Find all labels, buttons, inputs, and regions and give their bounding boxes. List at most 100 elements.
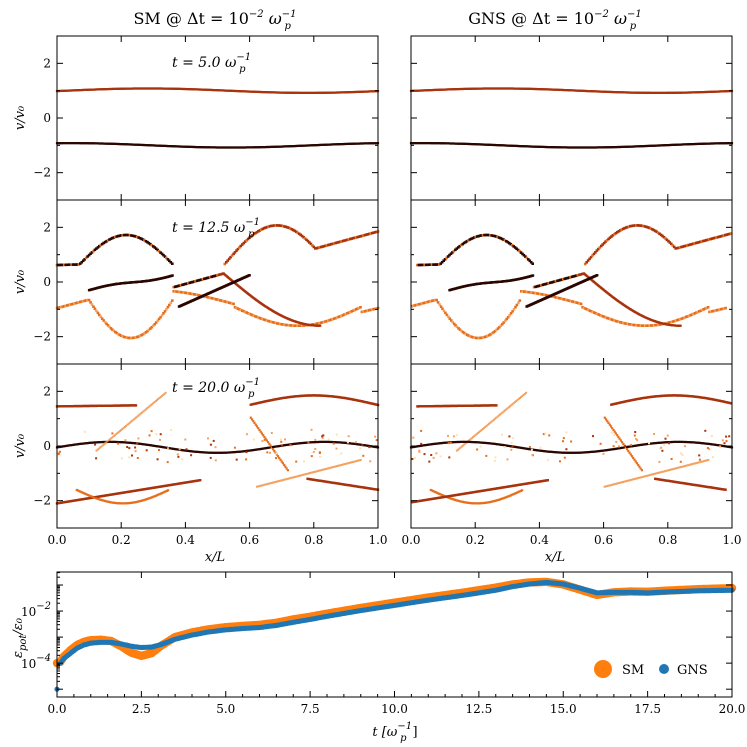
sm-phase-point bbox=[189, 292, 193, 296]
sm-phase-point bbox=[222, 299, 225, 303]
gns-phase-point bbox=[549, 450, 552, 453]
sm-phase-point bbox=[272, 445, 275, 449]
sm-phase-point bbox=[271, 224, 275, 227]
sm-phase-point bbox=[315, 470, 318, 473]
sm-phase-point bbox=[81, 404, 85, 408]
gns-phase-point bbox=[473, 336, 476, 339]
sm-phase-point bbox=[61, 305, 65, 308]
gns-phase-point bbox=[725, 440, 728, 443]
sm-phase-point bbox=[89, 496, 92, 500]
sm-phase-point bbox=[137, 236, 140, 239]
gns-phase-point bbox=[677, 246, 680, 250]
sm-phase-point bbox=[259, 484, 262, 487]
gns-phase-point bbox=[588, 309, 592, 312]
gns-phase-point bbox=[423, 453, 426, 456]
sm-phase-point bbox=[334, 241, 337, 245]
sm-phase-point bbox=[99, 446, 102, 449]
gns-phase-point bbox=[511, 244, 514, 247]
ytick-label: 0 bbox=[43, 111, 51, 125]
gns-phase-point bbox=[528, 259, 532, 263]
sm-phase-point bbox=[169, 483, 172, 487]
sm-phase-point bbox=[76, 263, 79, 266]
gns-phase-point bbox=[716, 399, 719, 402]
sm-phase-point bbox=[295, 475, 298, 478]
sm-phase-point bbox=[335, 241, 339, 244]
gns-phase-point bbox=[608, 448, 611, 451]
gns-phase-point bbox=[455, 434, 458, 437]
sm-phase-point bbox=[252, 420, 255, 423]
gns-phase-point bbox=[626, 322, 630, 326]
sm-phase-point bbox=[155, 494, 159, 497]
sm-phase-point bbox=[160, 314, 164, 317]
gns-phase-point bbox=[512, 445, 515, 448]
gns-phase-point bbox=[661, 449, 664, 452]
gns-phase-point bbox=[502, 410, 505, 413]
gns-phase-point bbox=[467, 440, 471, 443]
sm-phase-point bbox=[286, 477, 289, 480]
gns-phase-point bbox=[441, 307, 444, 311]
gns-phase-point bbox=[517, 446, 520, 449]
sm-phase-point bbox=[268, 482, 271, 485]
sm-phase-point bbox=[375, 307, 378, 310]
sm-xtick-label: 0.4 bbox=[176, 533, 195, 547]
gns-phase-point bbox=[546, 294, 549, 297]
gns-phase-point bbox=[685, 464, 688, 467]
sm-phase-point bbox=[82, 259, 85, 262]
gns-phase-point bbox=[434, 491, 437, 494]
gns-phase-point bbox=[545, 450, 548, 453]
sm-phase-point bbox=[85, 404, 88, 408]
gns-phase-point bbox=[428, 443, 431, 446]
gns-phase-point bbox=[440, 260, 444, 264]
sm-phase-point bbox=[118, 333, 121, 337]
sm-phase-point bbox=[332, 317, 336, 320]
sm-phase-point bbox=[358, 443, 361, 446]
sm-phase-point bbox=[129, 404, 133, 407]
sm-phase-point bbox=[195, 279, 199, 283]
sm-phase-point bbox=[134, 489, 138, 492]
sm-phase-point bbox=[132, 501, 135, 504]
sm-phase-point bbox=[177, 455, 180, 458]
sm-phase-point bbox=[223, 262, 227, 266]
gns-phase-point bbox=[547, 281, 550, 285]
sm-phase-point bbox=[283, 225, 286, 228]
gns-phase-point bbox=[479, 489, 483, 493]
gns-phase-point bbox=[537, 449, 540, 452]
sm-phase-point bbox=[249, 403, 252, 406]
sm-phase-point bbox=[195, 450, 198, 453]
sm-phase-point bbox=[80, 442, 83, 445]
gns-phase-point bbox=[491, 500, 494, 503]
gns-phase-point bbox=[458, 440, 461, 444]
sm-phase-point bbox=[227, 257, 231, 261]
gns-phase-point bbox=[417, 263, 421, 267]
sm-phase-point bbox=[267, 482, 270, 485]
sm-phase-point bbox=[290, 324, 294, 327]
sm-phase-point bbox=[141, 443, 144, 446]
sm-phase-point bbox=[133, 501, 136, 504]
sm-phase-point bbox=[273, 321, 276, 324]
sm-phase-point bbox=[104, 440, 107, 444]
sm-phase-point bbox=[131, 336, 135, 340]
sm-phase-point bbox=[236, 307, 240, 310]
gns-phase-point bbox=[452, 404, 455, 408]
gns-phase-point bbox=[498, 498, 501, 501]
sm-phase-point bbox=[92, 305, 95, 308]
gns-phase-point bbox=[538, 449, 541, 452]
gns-phase-point bbox=[506, 315, 510, 319]
gns-phase-point bbox=[622, 321, 625, 325]
gns-phase-point bbox=[657, 471, 660, 474]
gns-phase-point bbox=[660, 471, 663, 474]
sm-phase-point bbox=[314, 247, 317, 250]
sm-phase-point bbox=[99, 498, 102, 501]
sm-phase-point bbox=[91, 495, 94, 499]
sm-phase-point bbox=[58, 306, 62, 309]
gns-phase-point bbox=[705, 306, 708, 310]
gns-phase-point bbox=[649, 227, 653, 230]
gns-phase-point bbox=[712, 443, 715, 446]
sm-phase-point bbox=[192, 480, 196, 483]
gns-phase-point bbox=[430, 263, 434, 266]
sm-phase-point bbox=[328, 481, 331, 484]
sm-phase-point bbox=[90, 251, 94, 254]
sm-phase-point bbox=[257, 316, 260, 319]
gns-phase-panel-row-2 bbox=[410, 199, 733, 365]
sm-phase-point bbox=[322, 244, 326, 248]
